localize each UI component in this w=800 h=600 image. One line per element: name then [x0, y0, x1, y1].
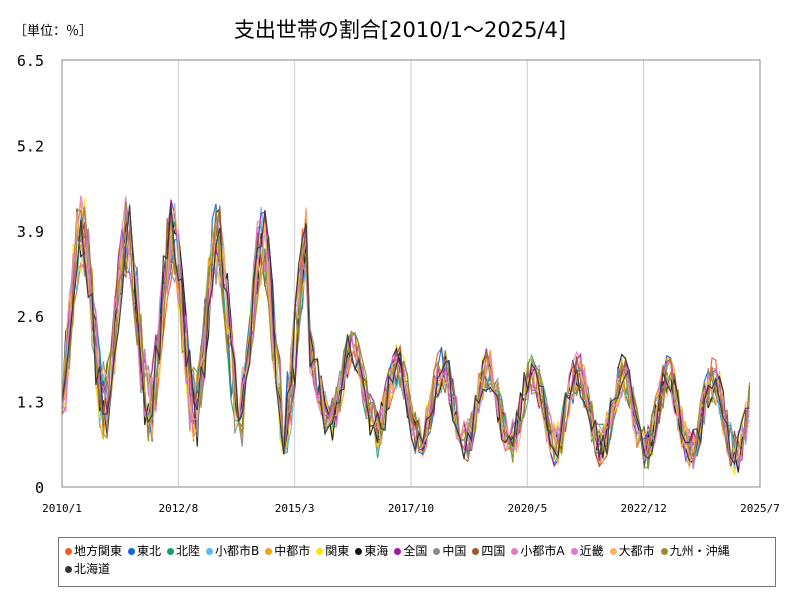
x-tick-label: 2017/10: [388, 502, 434, 515]
x-tick-label: 2012/8: [158, 502, 198, 515]
legend: 地方関東 東北 北陸 小都市B 中都市 関東 東海 全国 中国 四国 小都市A 近畿 大都市 九州・沖縄北…: [58, 537, 776, 587]
legend-marker: [472, 548, 480, 555]
legend-label: 地方関東: [74, 544, 123, 558]
line-chart: 2010/1 2012/8 2015/3 2017/10 2020/5 2022/12 20…: [17, 52, 780, 515]
legend-marker: [570, 548, 578, 555]
legend-label: 九州・沖縄: [669, 544, 730, 558]
legend-label: 中都市: [274, 544, 311, 558]
legend-item: 中都市: [265, 542, 310, 560]
legend-label: 四国: [481, 544, 506, 558]
legend-marker: [65, 566, 72, 573]
series-line: [61, 203, 750, 466]
legend-marker: [355, 548, 363, 555]
series-line: [61, 196, 750, 467]
legend-marker: [511, 548, 519, 555]
legend-label: 北陸: [176, 544, 201, 558]
legend-item: 関東: [316, 542, 349, 560]
series-line: [61, 211, 750, 467]
series-line: [61, 207, 750, 465]
series-line: [61, 205, 750, 468]
series-line: [61, 203, 751, 469]
unit-label: ［単位：％］: [14, 24, 93, 39]
x-tick-label: 2010/1: [42, 502, 82, 515]
legend-label: 大都市: [618, 544, 655, 558]
legend-marker: [206, 548, 214, 555]
x-tick-label: 2025/7: [740, 502, 780, 515]
legend-item: 小都市A: [511, 542, 565, 560]
series-line: [61, 199, 750, 468]
y-tick-label: 3.9: [17, 223, 44, 241]
y-tick-label: 1.3: [17, 394, 44, 412]
series-line: [61, 195, 751, 470]
legend-marker: [433, 548, 441, 555]
legend-item: 四国: [472, 542, 505, 560]
legend-item: 小都市B: [206, 542, 259, 560]
legend-label: 中国: [442, 544, 467, 558]
y-tick-label: 6.5: [17, 52, 44, 70]
legend-item: 中国: [433, 542, 466, 560]
legend-marker: [660, 548, 668, 555]
series-line: [61, 201, 750, 469]
x-tick-label: 2020/5: [507, 502, 547, 515]
legend-label: 小都市A: [520, 544, 565, 558]
legend-item: 地方関東: [65, 542, 122, 560]
legend-item: 東海: [355, 542, 388, 560]
y-tick-label: 2.6: [17, 308, 44, 326]
legend-item: 九州・沖縄: [660, 542, 730, 560]
legend-label: 小都市B: [215, 544, 260, 558]
legend-label: 関東: [325, 544, 350, 558]
legend-marker: [316, 548, 324, 555]
legend-marker: [609, 548, 617, 555]
series-line: [61, 201, 751, 469]
series-line: [61, 205, 750, 470]
chart-title: 支出世帯の割合[2010/1～2025/4]: [233, 18, 567, 42]
legend-label: 近畿: [579, 544, 604, 558]
legend-marker: [167, 548, 175, 555]
plot-frame: [61, 59, 761, 488]
legend-item: 全国: [394, 542, 427, 560]
x-tick-label: 2022/12: [620, 502, 666, 515]
legend-marker: [265, 548, 273, 555]
legend-item: 北陸: [167, 542, 200, 560]
legend-label: 東海: [364, 544, 389, 558]
legend-item: 大都市: [609, 542, 655, 560]
legend-marker: [128, 548, 136, 555]
legend-item: 北海道: [65, 560, 110, 578]
legend-item: 近畿: [570, 542, 604, 560]
legend-label: 東北: [137, 544, 162, 558]
series-line: [61, 203, 751, 472]
legend-marker: [65, 548, 72, 555]
y-tick-label: 5.2: [17, 137, 44, 155]
y-tick-label: 0: [35, 479, 44, 497]
legend-marker: [394, 548, 402, 555]
legend-label: 全国: [403, 544, 428, 558]
legend-label: 北海道: [74, 562, 111, 576]
x-tick-label: 2015/3: [275, 502, 315, 515]
legend-item: 東北: [128, 542, 161, 560]
